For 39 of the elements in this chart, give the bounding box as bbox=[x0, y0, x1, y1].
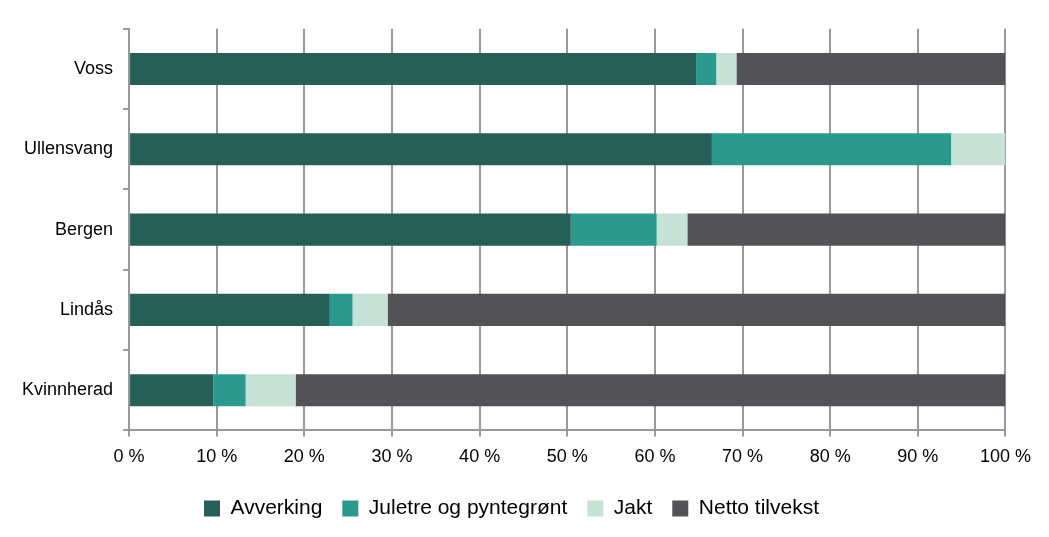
bar bbox=[245, 374, 296, 407]
bar bbox=[213, 374, 246, 407]
bar bbox=[696, 52, 717, 86]
bar bbox=[656, 213, 688, 246]
x-tick-label: 0 % bbox=[113, 446, 145, 467]
legend-label: Juletre og pyntegrønt bbox=[368, 495, 568, 519]
x-tick-label: 70 % bbox=[722, 446, 764, 467]
legend-label: Netto tilvekst bbox=[698, 495, 820, 519]
legend-label: Avverking bbox=[230, 495, 323, 519]
bar bbox=[352, 293, 388, 326]
bar bbox=[130, 133, 712, 166]
bar bbox=[130, 52, 697, 86]
bar bbox=[329, 293, 353, 326]
x-tick-label: 30 % bbox=[371, 446, 413, 467]
x-tick-label: 40 % bbox=[459, 446, 501, 467]
bar bbox=[295, 374, 1006, 407]
y-tick-label: Kvinnherad bbox=[21, 379, 114, 400]
x-tick-label: 80 % bbox=[809, 446, 851, 467]
y-tick-label: Lindås bbox=[60, 298, 114, 319]
bar bbox=[711, 133, 952, 166]
bar bbox=[130, 293, 330, 326]
x-tick-label: 50 % bbox=[546, 446, 588, 467]
y-tick-label: Ullensvang bbox=[24, 138, 114, 159]
bar bbox=[951, 133, 1006, 166]
legend-label: Jakt bbox=[613, 495, 653, 519]
bar bbox=[387, 293, 1006, 326]
x-tick-label: 100 % bbox=[979, 446, 1031, 467]
bar bbox=[736, 52, 1006, 86]
bar bbox=[687, 213, 1006, 246]
y-tick-label: Voss bbox=[74, 57, 114, 78]
x-tick-label: 10 % bbox=[196, 446, 238, 467]
y-tick-label: Bergen bbox=[55, 218, 114, 239]
x-tick-label: 90 % bbox=[897, 446, 939, 467]
x-tick-label: 20 % bbox=[283, 446, 325, 467]
bar bbox=[570, 213, 657, 246]
bar bbox=[130, 374, 214, 407]
bar bbox=[716, 52, 737, 86]
x-tick-label: 60 % bbox=[634, 446, 676, 467]
bar bbox=[130, 213, 571, 246]
